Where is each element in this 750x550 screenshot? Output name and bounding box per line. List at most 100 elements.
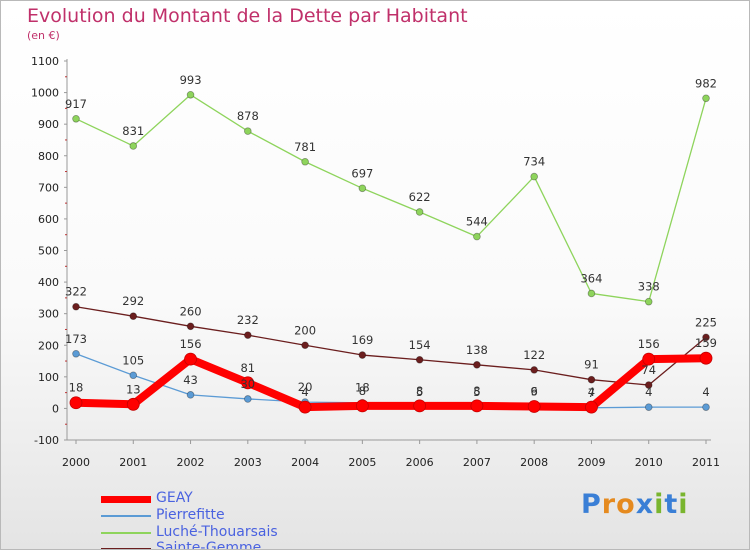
y-tick-label: 900 — [38, 118, 59, 131]
data-label: 122 — [523, 348, 545, 362]
data-label: 232 — [237, 313, 259, 327]
data-label: 7 — [588, 386, 595, 400]
data-label: 30 — [240, 377, 255, 391]
data-point — [72, 114, 80, 123]
data-label: 13 — [126, 382, 141, 396]
data-point — [642, 352, 656, 366]
data-label: 734 — [523, 155, 545, 169]
data-point — [298, 400, 312, 414]
x-tick-label: 2006 — [406, 456, 434, 469]
data-label: 200 — [294, 323, 316, 337]
data-point — [184, 352, 197, 366]
data-point — [473, 232, 481, 241]
data-label: 622 — [409, 190, 431, 204]
legend-label: Luché-Thouarsais — [156, 524, 278, 540]
data-label: 781 — [294, 140, 316, 154]
data-label: 260 — [180, 304, 202, 318]
data-point — [129, 312, 138, 320]
x-tick-label: 2000 — [62, 456, 90, 469]
data-point — [358, 184, 367, 193]
data-label: 225 — [695, 315, 717, 329]
data-label: 993 — [180, 73, 202, 87]
data-point — [644, 381, 653, 389]
data-point — [355, 399, 369, 413]
y-tick-label: -100 — [34, 434, 59, 447]
data-point — [702, 94, 710, 103]
logo-letter: o — [616, 489, 636, 520]
data-label: 156 — [180, 337, 202, 351]
data-point — [244, 331, 252, 339]
data-point — [644, 403, 653, 411]
legend-swatch — [101, 495, 151, 503]
data-point — [69, 396, 83, 410]
data-point — [186, 90, 195, 99]
y-tick-label: 0 — [52, 402, 59, 415]
data-point — [301, 157, 309, 166]
data-label: 364 — [580, 271, 602, 285]
data-label: 43 — [183, 373, 198, 387]
y-tick-label: 100 — [38, 371, 59, 384]
legend-label: GEAY — [156, 490, 193, 506]
y-tick-label: 1100 — [31, 55, 59, 68]
data-label: 91 — [584, 358, 599, 372]
x-tick-label: 2010 — [635, 456, 663, 469]
x-tick-label: 2005 — [348, 456, 376, 469]
series-line-geay — [72, 354, 710, 412]
data-point — [358, 351, 367, 359]
proxiti-logo: Proxiti — [581, 489, 689, 520]
legend-item: GEAY — [101, 490, 361, 508]
y-tick-label: 300 — [38, 308, 59, 321]
data-point — [415, 208, 424, 216]
data-label: 544 — [466, 215, 488, 229]
x-tick-label: 2002 — [177, 456, 205, 469]
logo-letter: P — [581, 489, 602, 520]
logo-letter: i — [678, 489, 689, 520]
data-point — [241, 376, 255, 390]
logo-letter: i — [654, 489, 665, 520]
data-point — [470, 399, 484, 413]
legend-swatch — [101, 515, 151, 517]
data-point — [585, 400, 598, 414]
data-label: 105 — [122, 353, 144, 367]
data-point — [129, 142, 138, 150]
data-label: 4 — [645, 385, 652, 399]
data-point — [72, 349, 80, 358]
series-line-luch-thouarsais — [75, 94, 707, 303]
logo-letter: t — [664, 489, 679, 520]
data-point — [126, 397, 140, 411]
data-point — [702, 333, 710, 342]
data-label: 917 — [65, 97, 87, 111]
data-label: 4 — [702, 385, 709, 399]
data-point — [301, 341, 309, 350]
data-label: 81 — [240, 361, 255, 375]
chart-subtitle: (en €) — [27, 29, 60, 42]
x-tick-label: 2011 — [692, 456, 720, 469]
data-label: 322 — [65, 285, 87, 299]
data-label: 338 — [638, 280, 660, 294]
y-tick-label: 200 — [38, 339, 59, 352]
x-tick-label: 2003 — [234, 456, 262, 469]
data-point — [644, 297, 653, 306]
data-label: 138 — [466, 343, 488, 357]
data-label: 6 — [531, 385, 538, 399]
legend-label: Pierrefitte — [156, 507, 225, 523]
y-tick-label: 1000 — [31, 87, 59, 100]
data-point — [702, 403, 710, 411]
data-label: 8 — [416, 384, 423, 398]
data-point — [186, 391, 195, 399]
x-tick-label: 2008 — [520, 456, 548, 469]
legend-label: Sainte-Gemme — [156, 540, 262, 550]
data-label: 8 — [359, 384, 366, 398]
legend-swatch — [101, 532, 151, 534]
data-label: 18 — [355, 381, 370, 395]
data-label: 156 — [638, 337, 660, 351]
data-label: 169 — [351, 333, 373, 347]
legend-swatch — [101, 548, 151, 549]
logo-letter: r — [601, 489, 617, 520]
data-label: 20 — [298, 380, 313, 394]
data-point — [244, 395, 252, 403]
chart-title: Evolution du Montant de la Dette par Hab… — [27, 5, 468, 27]
data-label: 697 — [351, 166, 373, 180]
